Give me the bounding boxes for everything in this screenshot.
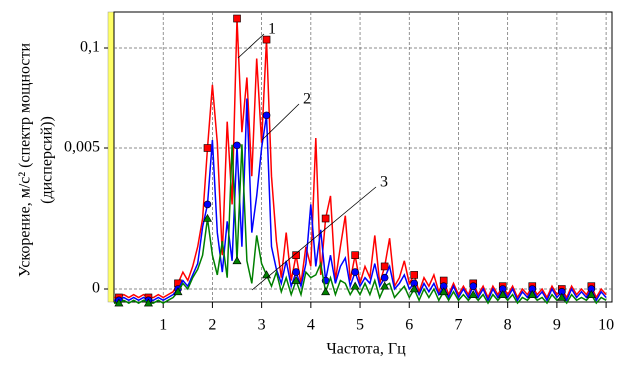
x-tick-label: 4 [307, 317, 315, 334]
x-tick-label: 2 [208, 317, 216, 334]
marker [262, 270, 272, 279]
marker [380, 273, 389, 282]
x-tick-label: 8 [504, 317, 512, 334]
marker [233, 141, 241, 150]
y-axis-label-line: (дисперсий)) [39, 116, 56, 204]
x-axis-label: Частота, Гц [326, 341, 406, 358]
series-label: 2 [303, 91, 311, 108]
marker [498, 290, 508, 298]
marker [203, 200, 212, 209]
series-label: 3 [380, 174, 388, 191]
marker [469, 282, 478, 290]
x-tick-label: 10 [598, 317, 614, 334]
marker [351, 268, 359, 276]
marker [527, 290, 537, 298]
y-axis-label: Ускорение, м/с² (спектр мощности (диспер… [17, 42, 56, 277]
marker [232, 256, 242, 265]
series-line [114, 98, 607, 303]
marker [557, 292, 567, 301]
marker [262, 35, 271, 44]
marker [321, 214, 330, 223]
marker [380, 262, 389, 271]
marker [380, 281, 390, 290]
marker [292, 268, 300, 276]
x-tick-label: 9 [553, 317, 561, 334]
marker [410, 271, 418, 279]
marker [173, 287, 183, 296]
y-tick-label: 0,005 [64, 139, 100, 156]
marker [262, 111, 271, 120]
marker [321, 287, 331, 296]
marker [114, 298, 124, 307]
leader-line [237, 33, 265, 59]
x-tick-label: 1 [159, 317, 167, 334]
series-line [114, 144, 607, 305]
series-line [114, 18, 607, 300]
marker [143, 298, 153, 307]
marker [351, 251, 359, 259]
marker [203, 144, 212, 152]
y-tick-label: 0 [92, 280, 100, 297]
series-label: 1 [268, 21, 276, 38]
marker [292, 251, 300, 259]
marker [202, 213, 213, 222]
marker [409, 284, 419, 293]
x-tick-label: 6 [405, 317, 413, 334]
axis-bar [107, 11, 115, 303]
marker [233, 14, 241, 23]
y-axis-label-line: Ускорение, м/с² (спектр мощности [17, 42, 34, 277]
x-tick-label: 3 [258, 317, 266, 334]
marker [439, 287, 449, 296]
leader-line [261, 103, 300, 141]
marker [586, 290, 596, 298]
x-tick-label: 7 [454, 317, 462, 334]
marker [468, 290, 478, 298]
marker [291, 275, 301, 284]
plot-frame [113, 11, 613, 303]
x-tick-label: 5 [356, 317, 364, 334]
y-tick-label: 0,1 [80, 39, 100, 56]
leader-line [251, 186, 377, 291]
marker [350, 281, 360, 290]
